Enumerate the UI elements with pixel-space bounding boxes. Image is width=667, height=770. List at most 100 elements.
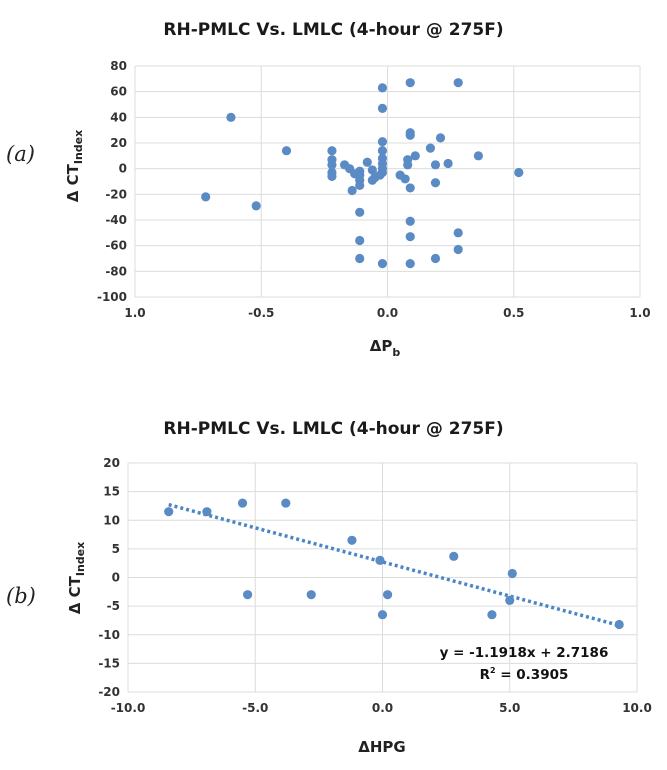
data-point-a <box>403 155 413 165</box>
data-point-b <box>202 507 212 517</box>
data-point-a <box>327 160 337 170</box>
data-point-a <box>405 128 415 138</box>
y-axis-title-a: Δ CTIndex <box>64 130 85 202</box>
data-point-a <box>355 235 365 246</box>
data-point-a <box>453 244 463 255</box>
y-tick-label: 60 <box>110 85 127 99</box>
y-tick-label: 40 <box>110 110 127 124</box>
y-tick-label: 20 <box>110 136 127 150</box>
data-point-b <box>614 619 624 630</box>
x-tick-label: 1.0 <box>629 306 650 320</box>
data-point-a <box>405 78 415 88</box>
y-tick-label: 0 <box>112 571 120 585</box>
data-point-a <box>327 146 337 156</box>
y-tick-label: 80 <box>110 59 127 73</box>
x-axis-title-a: ΔPb <box>370 337 401 359</box>
y-tick-label: -10 <box>98 628 120 642</box>
y-tick-label: 20 <box>103 456 120 470</box>
panel-label-a: (a) <box>6 142 35 166</box>
data-point-a <box>377 83 388 93</box>
r-squared-prefix: R <box>480 667 491 683</box>
y-tick-label: 5 <box>112 542 120 556</box>
data-point-a <box>435 133 446 143</box>
x-tick-label: -5.0 <box>242 701 268 715</box>
y-tick-label: -20 <box>98 685 120 699</box>
data-point-a <box>473 151 483 161</box>
y-tick-label: -60 <box>105 239 127 253</box>
y-axis-title-a-main: Δ CT <box>64 163 82 202</box>
data-point-b <box>164 507 174 517</box>
y-axis-title-b-sub: Index <box>74 542 87 576</box>
data-point-a <box>405 183 415 193</box>
data-point-a <box>453 228 463 238</box>
y-tick-label: -15 <box>98 656 120 670</box>
data-point-b <box>487 610 497 620</box>
y-tick-label: 15 <box>103 485 120 499</box>
y-tick-label: -20 <box>105 187 127 201</box>
x-tick-label: 1.0 <box>124 306 145 320</box>
y-axis-title-b-main: Δ CT <box>66 575 84 614</box>
data-point-a <box>377 146 388 156</box>
r-squared-label: R2 = 0.3905 <box>480 666 569 683</box>
y-tick-label: 10 <box>103 513 120 527</box>
x-axis-title-a-sub: b <box>392 346 400 359</box>
data-point-a <box>226 112 236 122</box>
data-point-a <box>430 253 441 264</box>
data-point-a <box>327 171 337 181</box>
data-point-a <box>430 178 441 188</box>
y-axis-title-a-sub: Index <box>72 130 85 164</box>
chart-title-b: RH-PMLC Vs. LMLC (4-hour @ 275F) <box>163 419 504 439</box>
data-point-b <box>347 535 357 545</box>
scatter-plot-a: -100 -80 -60 -40 -20 0 20 40 60 80 1.0 -0.5 0.0 0.5 1.… <box>64 59 651 359</box>
panel-label-b: (b) <box>6 584 36 608</box>
data-point-a <box>355 253 365 264</box>
x-tick-label: 0.5 <box>503 306 524 320</box>
x-tick-label: -0.5 <box>248 306 274 320</box>
data-point-b <box>377 610 388 620</box>
data-point-a <box>405 216 415 226</box>
data-point-b <box>243 590 253 600</box>
data-point-a <box>377 153 388 163</box>
data-point-b <box>306 590 316 600</box>
chart-title-a: RH-PMLC Vs. LMLC (4-hour @ 275F) <box>163 20 504 40</box>
trendline <box>168 502 620 628</box>
data-point-a <box>355 207 365 217</box>
data-point-a <box>377 137 388 147</box>
chart-panel-b: RH-PMLC Vs. LMLC (4-hour @ 275F) (b) -20… <box>0 400 667 770</box>
data-point-a <box>443 158 453 169</box>
data-point-b <box>281 498 291 508</box>
y-tick-label: -80 <box>105 264 127 278</box>
data-point-b <box>382 590 393 600</box>
x-tick-label: 5.0 <box>499 701 520 715</box>
r-squared-value: = 0.3905 <box>496 667 569 683</box>
data-point-a <box>377 103 388 113</box>
y-tick-label: -40 <box>105 213 127 227</box>
data-point-a <box>400 174 410 184</box>
y-tick-label: -100 <box>97 290 127 304</box>
data-point-a <box>425 143 436 153</box>
y-tick-label: 0 <box>119 162 127 176</box>
data-point-a <box>453 78 463 88</box>
y-tick-label: -5 <box>107 599 120 613</box>
data-point-a <box>514 167 524 178</box>
y-axis-title-b: Δ CTIndex <box>66 542 87 614</box>
data-point-a <box>355 180 365 190</box>
x-tick-label: 0.0 <box>377 306 398 320</box>
x-axis-title-a-main: ΔP <box>370 337 393 355</box>
data-point-a <box>405 259 415 269</box>
data-point-a <box>377 259 388 269</box>
data-point-a <box>362 157 372 167</box>
data-point-b <box>449 551 459 561</box>
data-point-a <box>405 232 415 242</box>
x-axis-title-b: ΔHPG <box>358 738 405 756</box>
x-tick-label: 0.0 <box>372 701 393 715</box>
data-point-a <box>430 160 441 170</box>
data-point-b <box>507 568 517 579</box>
x-tick-label: 10.0 <box>622 701 652 715</box>
r-squared-sup: 2 <box>490 666 496 675</box>
data-point-a <box>251 201 261 211</box>
trendline-equation: y = -1.1918x + 2.7186 <box>440 645 609 661</box>
data-point-b <box>237 498 248 508</box>
data-point-a <box>410 151 420 161</box>
scatter-plot-b: -20 -15 -10 -5 0 5 10 15 20 -10.0 -5.0 0.0 5.0 10.0 Δ… <box>66 456 652 756</box>
